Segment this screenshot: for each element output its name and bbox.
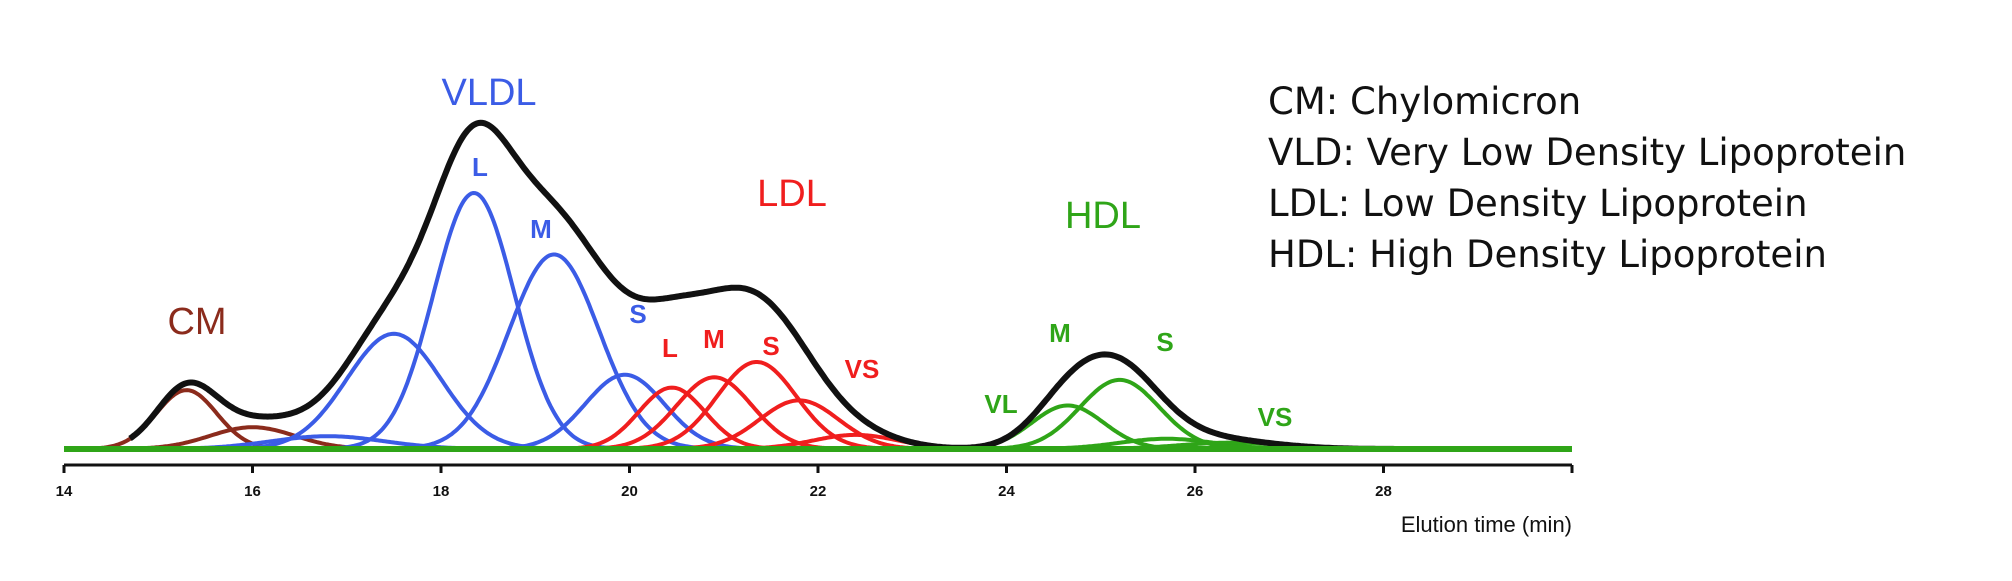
- x-tick-label: 18: [433, 483, 450, 500]
- x-tick-label: 14: [56, 483, 73, 500]
- component-curve-hdl-12: [938, 403, 1196, 451]
- x-tick-label: 22: [810, 483, 827, 500]
- x-tick-label: 20: [621, 483, 638, 500]
- component-curve-vldl-3: [224, 331, 564, 451]
- peak-label-vldl-m: M: [530, 214, 552, 244]
- group-label-hdl: HDL: [1065, 195, 1141, 237]
- abbreviation-legend: CM: Chylomicron VLD: Very Low Density Li…: [1268, 76, 1906, 280]
- peak-label-ldl-l: L: [662, 333, 678, 363]
- peak-label-hdl-vl: VL: [984, 389, 1017, 419]
- component-curve-ldl-8: [578, 375, 850, 451]
- x-axis-label: Elution time (min): [1401, 512, 1572, 537]
- peak-label-ldl-vs: VS: [845, 354, 880, 384]
- peak-label-vldl-s: S: [629, 299, 646, 329]
- x-tick-label: 16: [244, 483, 261, 500]
- group-label-cm: CM: [167, 301, 226, 343]
- group-label-ldl: LDL: [757, 173, 827, 215]
- legend-item-hdl: HDL: High Density Lipoprotein: [1268, 233, 1827, 276]
- component-curve-cm-0: [77, 388, 295, 451]
- group-label-vldl: VLDL: [441, 72, 536, 114]
- x-tick-label: 28: [1375, 483, 1392, 500]
- x-axis-ticks: 14 16 18 20 22 24 26 28: [56, 465, 1574, 500]
- component-curve-hdl-13: [977, 377, 1262, 451]
- legend-item-vld: VLD: Very Low Density Lipoprotein: [1268, 131, 1907, 174]
- component-curve-vldl-4: [327, 190, 619, 451]
- component-curve-ldl-9: [614, 360, 900, 451]
- component-curve-ldl-7: [553, 385, 791, 451]
- component-curve-vldl-5: [391, 252, 716, 451]
- x-tick-label: 26: [1187, 483, 1204, 500]
- x-tick-label: 24: [998, 483, 1015, 500]
- legend-item-ldl: LDL: Low Density Lipoprotein: [1268, 182, 1808, 225]
- component-curves: [77, 190, 1420, 451]
- legend-item-cm: CM: Chylomicron: [1268, 80, 1582, 123]
- component-curve-vldl-6: [482, 372, 767, 451]
- peak-label-hdl-s: S: [1156, 327, 1173, 357]
- peak-label-ldl-m: M: [703, 324, 725, 354]
- peak-label-vldl-l: L: [472, 152, 488, 182]
- peak-label-ldl-s: S: [762, 331, 779, 361]
- peak-label-hdl-m: M: [1049, 318, 1071, 348]
- total-profile-curve: [128, 119, 1459, 452]
- group-labels: CM VLDL LDL HDL: [167, 72, 1141, 343]
- peak-label-hdl-vs: VS: [1258, 402, 1293, 432]
